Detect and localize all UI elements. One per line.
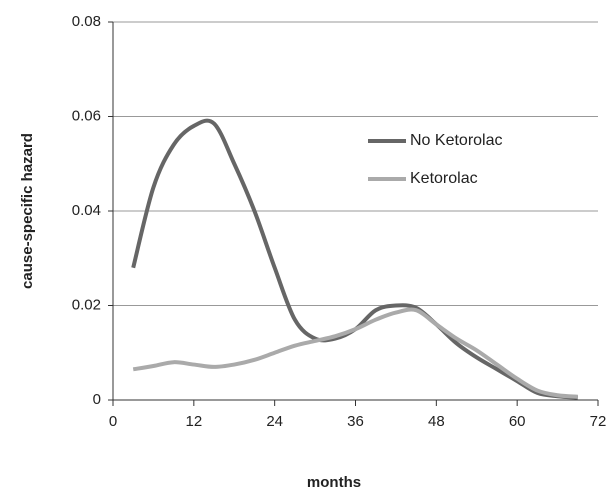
line-series: [131, 118, 578, 400]
y-tick-label: 0.04: [72, 202, 101, 219]
x-tick-label: 36: [347, 413, 364, 430]
x-tick-label: 60: [509, 413, 526, 430]
x-tick-label: 12: [185, 413, 202, 430]
x-tick-label: 72: [590, 413, 607, 430]
y-tick-label: 0.08: [72, 13, 101, 30]
line-series: [132, 307, 578, 399]
legend-label: Ketorolac: [410, 170, 478, 187]
y-tick-label: 0: [93, 391, 101, 408]
x-tick-label: 48: [428, 413, 445, 430]
legend-label: No Ketorolac: [410, 132, 503, 149]
y-axis-label: cause-specific hazard: [19, 133, 36, 289]
y-tick-label: 0.02: [72, 296, 101, 313]
x-tick-label: 24: [266, 413, 283, 430]
x-tick-label: 0: [109, 413, 117, 430]
y-tick-label: 0.06: [72, 107, 101, 124]
x-axis-label: months: [307, 474, 361, 489]
